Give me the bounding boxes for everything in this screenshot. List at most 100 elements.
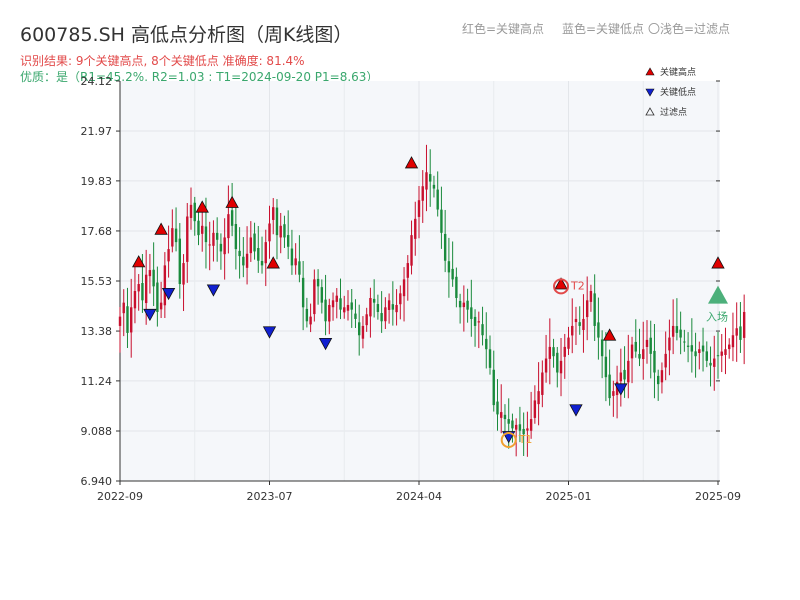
candle-body bbox=[492, 369, 495, 406]
candle-body bbox=[481, 324, 484, 336]
candle-body bbox=[526, 428, 529, 431]
candle-body bbox=[518, 424, 522, 431]
candle-body bbox=[537, 391, 540, 405]
candle-body bbox=[219, 243, 223, 252]
candle-body bbox=[346, 304, 350, 311]
candle-body bbox=[701, 345, 705, 352]
entry-marker bbox=[708, 285, 728, 304]
candle-body bbox=[268, 223, 271, 242]
candle-body bbox=[686, 345, 690, 347]
candle-body bbox=[384, 307, 387, 322]
candle-body bbox=[414, 218, 417, 239]
candle-body bbox=[215, 232, 219, 240]
candle-body bbox=[204, 226, 208, 243]
candle-body bbox=[488, 349, 492, 368]
candle-body bbox=[541, 372, 544, 395]
candle-body bbox=[260, 260, 264, 266]
candle-body bbox=[630, 344, 634, 359]
candle-body bbox=[522, 428, 525, 435]
candle-body bbox=[223, 237, 226, 255]
candle-body bbox=[675, 326, 679, 333]
candle-body bbox=[451, 268, 454, 280]
candle-body bbox=[462, 302, 466, 308]
candle-body bbox=[511, 420, 514, 429]
candle-body bbox=[286, 235, 290, 247]
key-high-marker bbox=[602, 328, 617, 341]
candle-body bbox=[724, 349, 727, 355]
candle-body bbox=[638, 354, 641, 359]
chart-title: 600785.SH 高低点分析图（周K线图） bbox=[20, 24, 353, 46]
candle-body bbox=[313, 279, 316, 315]
candle-body bbox=[152, 269, 155, 287]
entry-label: 入场 bbox=[706, 310, 728, 324]
candle-body bbox=[189, 204, 193, 218]
candle-body bbox=[197, 220, 200, 236]
key-high-marker bbox=[554, 277, 568, 290]
candle-body bbox=[137, 284, 140, 292]
y-tick-label: 19.83 bbox=[81, 175, 113, 188]
candle-body bbox=[372, 298, 376, 303]
candle-body bbox=[298, 261, 301, 275]
y-tick-label: 15.53 bbox=[81, 275, 113, 288]
candle-body bbox=[690, 345, 694, 352]
candle-body bbox=[361, 325, 365, 339]
candle-body bbox=[671, 325, 675, 337]
candle-body bbox=[316, 278, 320, 287]
candle-body bbox=[739, 326, 742, 340]
legend-blue-note: 蓝色=关键低点 bbox=[562, 22, 645, 36]
candle-body bbox=[365, 314, 368, 326]
candle-body bbox=[683, 341, 686, 343]
candle-body bbox=[496, 401, 499, 415]
key-high-marker bbox=[132, 255, 146, 268]
candle-body bbox=[604, 356, 608, 378]
t2-label: T2 bbox=[570, 279, 585, 292]
candle-body bbox=[410, 235, 413, 266]
candle-body bbox=[731, 335, 735, 348]
candle-body bbox=[470, 307, 473, 319]
candle-body bbox=[193, 202, 196, 222]
key-low-marker bbox=[569, 404, 583, 417]
candle-body bbox=[290, 248, 294, 266]
quality-summary: 优质：是（R1=45.2%, R2=1.03 ; T1=2024-09-20 P… bbox=[20, 70, 379, 84]
candle-body bbox=[425, 172, 428, 190]
candle-body bbox=[171, 228, 174, 247]
candle-body bbox=[275, 207, 279, 236]
candle-body bbox=[122, 302, 125, 314]
candle-body bbox=[212, 232, 215, 246]
candle-body bbox=[563, 346, 566, 357]
candle-body bbox=[320, 287, 324, 303]
candle-body bbox=[294, 258, 297, 266]
candle-body bbox=[529, 419, 533, 431]
candle-body bbox=[387, 300, 391, 310]
candle-body bbox=[186, 216, 189, 262]
candle-body bbox=[343, 307, 346, 313]
candle-body bbox=[657, 375, 660, 385]
candle-body bbox=[391, 304, 395, 310]
candle-body bbox=[705, 351, 708, 361]
x-tick-label: 2022-09 bbox=[97, 490, 143, 503]
candle-body bbox=[309, 316, 312, 325]
y-tick-label: 21.97 bbox=[81, 125, 113, 138]
candle-body bbox=[283, 224, 286, 238]
candle-body bbox=[720, 351, 723, 356]
candle-body bbox=[600, 339, 604, 357]
candle-body bbox=[623, 369, 626, 380]
candle-body bbox=[634, 341, 637, 352]
candle-body bbox=[548, 346, 552, 359]
legend-red-note: 红色=关键高点 bbox=[462, 22, 545, 36]
candle-body bbox=[735, 328, 738, 336]
y-tick-label: 13.38 bbox=[81, 325, 113, 338]
legend-marker-low bbox=[645, 88, 655, 97]
legend-label: 关键低点 bbox=[660, 86, 696, 98]
candle-body bbox=[627, 360, 630, 383]
candle-body bbox=[500, 412, 503, 418]
x-tick-label: 2024-04 bbox=[396, 490, 442, 503]
candle-body bbox=[245, 253, 249, 268]
recognition-result: 识别结果: 9个关键高点, 8个关键低点 准确度: 81.4% bbox=[20, 54, 305, 68]
key-low-marker bbox=[143, 308, 157, 322]
candle-body bbox=[571, 325, 574, 336]
candle-body bbox=[574, 318, 578, 323]
key-high-marker bbox=[266, 256, 280, 269]
y-tick-label: 17.68 bbox=[81, 225, 113, 238]
candle-body bbox=[645, 339, 649, 347]
